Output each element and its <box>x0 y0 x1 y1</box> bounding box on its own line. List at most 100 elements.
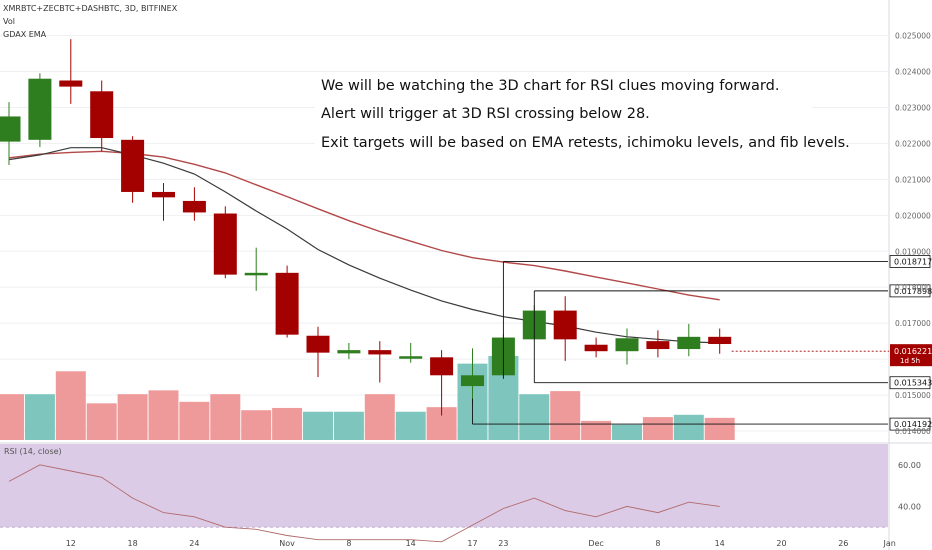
last-price-badge <box>890 344 932 367</box>
candle-body <box>615 338 639 352</box>
candle-body <box>337 350 361 354</box>
volume-bar <box>673 414 704 440</box>
level-label-box <box>889 284 931 298</box>
volume-bar <box>519 394 550 440</box>
volume-bar <box>272 407 303 440</box>
candle-body <box>90 91 114 139</box>
rsi-title: RSI (14, close) <box>4 447 62 456</box>
annotation-line-3: Exit targets will be based on EMA retest… <box>321 135 850 151</box>
candle-body <box>275 272 299 335</box>
level-label: 0.015343 <box>894 379 932 388</box>
price-tick-label: 0.017000 <box>895 319 931 328</box>
time-tick-label: 18 <box>128 539 138 548</box>
level-label: 0.018717 <box>894 257 932 266</box>
candle-body <box>306 335 330 353</box>
price-tick-label: 0.014000 <box>895 427 931 436</box>
countdown-label: 1d 5h <box>900 357 920 365</box>
volume-bar <box>148 390 179 440</box>
level-label-box <box>889 255 931 268</box>
time-tick-label: 20 <box>776 539 786 548</box>
ema-label: GDAX EMA <box>3 30 47 39</box>
level-label: 0.014192 <box>894 420 932 429</box>
time-tick-label: Nov <box>279 539 295 548</box>
rsi-series <box>8 464 720 543</box>
price-tick-label: 0.025000 <box>895 32 931 41</box>
volume-bar <box>117 394 148 440</box>
volume-bar <box>704 417 735 440</box>
ema-lines <box>8 147 720 344</box>
volume-bar <box>0 394 24 440</box>
volume-bar <box>179 401 210 440</box>
candle-body <box>0 116 21 142</box>
candle-body <box>244 272 268 276</box>
price-tick-label: 0.022000 <box>895 139 931 148</box>
volume-bar <box>612 424 642 440</box>
volume-bar <box>303 411 333 440</box>
level-lines: 0.018717 0.017898 0.015343 0.014192 <box>472 255 932 431</box>
price-tick-label: 0.018000 <box>895 283 931 292</box>
candle-body <box>59 80 83 87</box>
volume-bar <box>364 394 395 440</box>
time-tick-label: 23 <box>498 539 508 548</box>
candle-body <box>399 356 423 359</box>
candle-body <box>213 213 237 275</box>
candle-body <box>368 350 392 355</box>
time-tick-label: 14 <box>715 539 725 548</box>
time-tick-label: 8 <box>655 539 660 548</box>
volume-bar <box>55 371 86 440</box>
volume-bar <box>550 391 581 440</box>
candle-body <box>461 375 484 387</box>
rsi-line <box>8 464 720 543</box>
candle-body <box>28 78 52 140</box>
candle-body <box>182 200 206 213</box>
price-tick-label: 0.019000 <box>895 247 931 256</box>
time-tick-label: 24 <box>189 539 199 548</box>
price-tick-label: 0.023000 <box>895 103 931 112</box>
candle-body <box>553 310 577 340</box>
price-tick-label: 0.024000 <box>895 68 931 77</box>
level-label: 0.017898 <box>894 287 932 296</box>
rsi-band <box>0 444 888 528</box>
time-tick-label: 14 <box>406 539 416 548</box>
time-tick-label: Jan <box>882 539 895 548</box>
time-tick-label: 12 <box>66 539 76 548</box>
annotation-line-2: Alert will trigger at 3D RSI crossing be… <box>321 106 650 122</box>
time-tick-label: 26 <box>838 539 848 548</box>
price-tick-label: 0.021000 <box>895 175 931 184</box>
level-label-box <box>889 376 931 390</box>
candle-body <box>646 341 670 350</box>
volume-bar <box>210 394 241 440</box>
volume-bar <box>581 420 612 440</box>
volume-bar <box>642 417 673 440</box>
rsi-tick-label: 40.00 <box>898 502 921 511</box>
candle-body <box>152 191 175 198</box>
candle-body <box>708 336 732 345</box>
last-price-label: 0.016221 <box>894 347 932 356</box>
volume-bar <box>395 411 426 440</box>
candle-body <box>121 139 145 192</box>
level-label-box <box>889 417 931 431</box>
symbol-title: XMRBTC+ZECBTC+DASHBTC, 3D, BITFINEX <box>3 4 178 13</box>
volume-bar <box>333 411 364 440</box>
volume-label: Vol <box>3 17 15 26</box>
price-tick-label: 0.015000 <box>895 391 931 400</box>
volume-series <box>0 356 735 440</box>
candle-body <box>584 344 608 352</box>
time-tick-label: 17 <box>467 539 477 548</box>
annotation-line-1: We will be watching the 3D chart for RSI… <box>321 78 780 94</box>
price-tick-label: 0.020000 <box>895 211 931 220</box>
volume-bar <box>241 410 272 440</box>
candle-body <box>677 336 701 350</box>
ema-slow-line <box>8 150 720 301</box>
rsi-tick-label: 60.00 <box>898 461 921 470</box>
candle-body <box>430 357 454 376</box>
rsi-band-fill <box>0 444 888 528</box>
volume-bar <box>24 394 55 440</box>
ema-fast-line <box>8 147 720 344</box>
time-tick-label: 8 <box>346 539 351 548</box>
annotation-box: We will be watching the 3D chart for RSI… <box>315 72 850 158</box>
volume-bar <box>86 403 117 440</box>
time-tick-label: Dec <box>588 539 603 548</box>
